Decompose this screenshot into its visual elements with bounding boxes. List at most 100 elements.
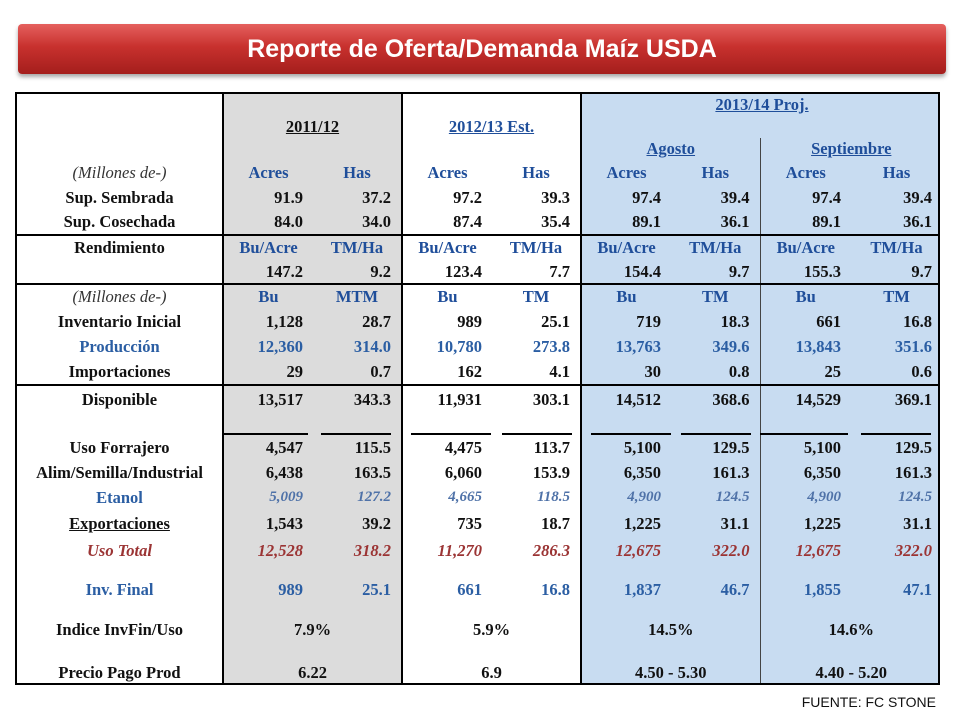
row-label (17, 260, 223, 284)
value-cell: 115.5 (313, 435, 402, 460)
value-cell: 84.0 (222, 210, 313, 235)
value-cell: 36.1 (851, 210, 938, 235)
value-cell: 12,675 (580, 537, 671, 564)
value-cell: 5,009 (222, 485, 313, 510)
value-cell: 147.2 (222, 260, 313, 284)
table-row: Rendimiento Bu/Acre TM/Ha Bu/Acre TM/Ha Bu/Ac… (17, 234, 938, 260)
spacer-row (17, 644, 938, 660)
value-cell: Bu (580, 283, 671, 309)
row-label: Sup. Sembrada (65, 187, 174, 207)
value-cell: 47.1 (851, 576, 938, 604)
row-label: Uso Total (87, 540, 152, 560)
row-label: Importaciones (68, 362, 171, 381)
value-cell: 318.2 (313, 537, 402, 564)
value-cell: 735 (401, 510, 492, 537)
value-cell: Bu/Acre (759, 234, 851, 260)
value-cell: 161.3 (851, 460, 938, 485)
value-cell: 118.5 (537, 489, 570, 505)
value-cell: 161.3 (671, 460, 760, 485)
value-cell: 303.1 (492, 384, 581, 413)
value-cell: 368.6 (671, 384, 760, 413)
row-label: Rendimiento (17, 234, 223, 260)
value-cell: 39.3 (541, 187, 570, 207)
value-cell: 351.6 (851, 334, 938, 360)
value-cell: 129.5 (671, 435, 760, 460)
value-cell: 97.2 (401, 185, 492, 210)
value-cell: 124.5 (851, 485, 938, 510)
value-cell: 0.8 (671, 360, 760, 385)
value-cell: 12,675 (759, 537, 851, 564)
row-label: Indice InvFin/Uso (56, 620, 183, 639)
value-cell: 9.7 (851, 260, 938, 284)
page-title: Reporte de Oferta/Demanda Maíz USDA (247, 34, 717, 63)
supply-demand-table: 2013/14 Proj. 2011/12 2012/13 Est. Agost… (15, 92, 940, 685)
table-row: Alim/Semilla/Industrial 6,438 163.5 6,060 15… (17, 460, 938, 485)
row-label: Etanol (96, 487, 143, 507)
value-cell: 1,837 (580, 576, 671, 604)
header-2011: 2011/12 (285, 117, 340, 136)
row-label: Disponible (17, 384, 223, 413)
table-row: Sup. Sembrada 91.9 37.2 97.2 39.3 97.4 39.4 97.… (17, 185, 938, 210)
value-cell: 16.8 (851, 309, 938, 334)
value-cell: 89.1 (580, 210, 671, 235)
row-label: Uso Forrajero (69, 437, 170, 457)
row-label: Producción (79, 337, 160, 356)
value-cell: 349.6 (671, 334, 760, 360)
value-cell: TM/Ha (313, 234, 402, 260)
value-cell: 29 (222, 360, 313, 385)
value-cell: 124.5 (671, 485, 760, 510)
value-cell: 89.1 (759, 210, 851, 235)
value-cell: 661 (401, 576, 492, 604)
value-cell: 6.9 (401, 660, 581, 683)
value-cell: 4.1 (549, 362, 570, 381)
header-agosto: Agosto (646, 139, 696, 158)
value-cell: 4,475 (401, 435, 492, 460)
value-cell: 1,543 (222, 510, 313, 537)
value-cell: 39.4 (851, 185, 938, 210)
value-cell: 4,547 (222, 435, 313, 460)
value-cell: 5,100 (580, 435, 671, 460)
value-cell: 322.0 (851, 537, 938, 564)
value-cell: 97.4 (759, 185, 851, 210)
source-note: FUENTE: FC STONE (801, 694, 936, 710)
row-label: Precio Pago Prod (58, 663, 181, 682)
value-cell: 989 (222, 576, 313, 604)
spacer-row (17, 413, 938, 435)
header-row-months: Agosto Septiembre (17, 138, 938, 160)
header-2013: 2013/14 Proj. (715, 95, 809, 114)
value-cell: 314.0 (313, 334, 402, 360)
value-cell: 25.1 (541, 311, 570, 331)
value-cell: 123.4 (401, 260, 492, 284)
value-cell: 273.8 (532, 337, 570, 356)
acres-header: Acres (580, 160, 671, 185)
row-label: (Millones de-) (17, 283, 223, 309)
value-cell: 91.9 (222, 185, 313, 210)
value-cell: 0.6 (851, 360, 938, 385)
value-cell: 127.2 (313, 485, 402, 510)
value-cell: 4.50 - 5.30 (580, 660, 760, 683)
has-header: Has (671, 160, 760, 185)
value-cell: 163.5 (313, 460, 402, 485)
header-septiembre: Septiembre (811, 139, 892, 158)
value-cell: 1,225 (580, 510, 671, 537)
value-cell: 35.4 (541, 212, 570, 231)
table-row: Producción 12,360 314.0 10,780 273.8 13,763 34… (17, 334, 938, 360)
table-row: Etanol 5,009 127.2 4,665 118.5 4,900 124.5 4,90… (17, 485, 938, 510)
value-cell: 719 (580, 309, 671, 334)
row-label: Sup. Cosechada (63, 212, 176, 231)
value-cell: Bu/Acre (580, 234, 671, 260)
value-cell: 322.0 (671, 537, 760, 564)
value-cell: 13,843 (759, 334, 851, 360)
value-cell: 154.4 (580, 260, 671, 284)
value-cell: 31.1 (671, 510, 760, 537)
value-cell: 30 (580, 360, 671, 385)
value-cell: 989 (401, 309, 492, 334)
value-cell: 4,900 (759, 485, 851, 510)
value-cell: 129.5 (851, 435, 938, 460)
table-row: Exportaciones 1,543 39.2 735 18.7 1,225 31.1 1,… (17, 510, 938, 537)
value-cell: 36.1 (671, 210, 760, 235)
value-cell: 14.6% (759, 616, 938, 644)
value-cell: 0.7 (313, 360, 402, 385)
table-row: Indice InvFin/Uso 7.9% 5.9% 14.5% 14.6% (17, 616, 938, 644)
header-row-years: 2011/12 2012/13 Est. (17, 116, 938, 138)
